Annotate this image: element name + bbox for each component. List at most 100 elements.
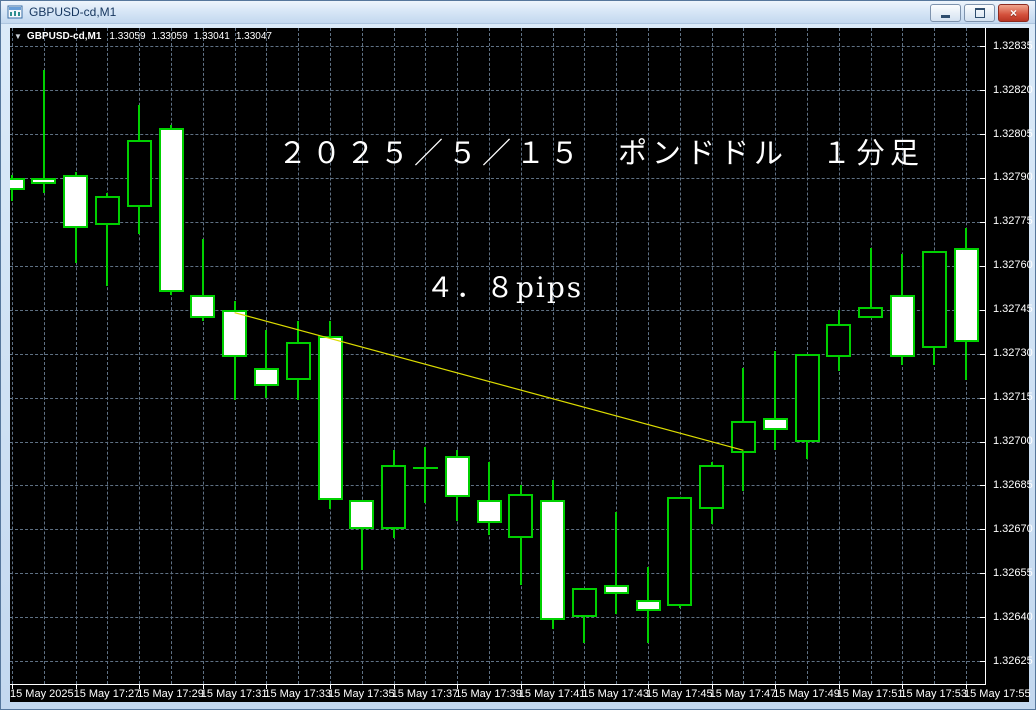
grid-line-h — [10, 46, 985, 48]
price-axis-label: 1.32715 — [993, 391, 1033, 404]
time-axis-tick — [266, 685, 268, 689]
price-axis-label: 1.32625 — [993, 654, 1033, 667]
time-axis-tick — [902, 685, 904, 689]
grid-line-h — [10, 397, 985, 399]
time-axis-label: 15 May 17:31 — [200, 688, 268, 700]
grid-line-h — [10, 573, 985, 575]
grid-line-h — [10, 617, 985, 619]
titlebar[interactable]: GBPUSD-cd,M1 × — [1, 1, 1035, 24]
grid-line-h — [10, 353, 985, 355]
time-axis-label: 15 May 17:27 — [73, 688, 141, 700]
restore-button[interactable] — [964, 4, 995, 22]
time-axis-tick — [457, 685, 459, 689]
price-axis-label: 1.32745 — [993, 303, 1033, 316]
price-axis-label: 1.32775 — [993, 215, 1033, 228]
time-axis-tick — [75, 685, 77, 689]
date-text-annotation[interactable]: ２０２５／５／１５ ポンドドル １分足 — [278, 136, 925, 170]
price-axis-label: 1.32820 — [993, 83, 1033, 96]
close-button[interactable]: × — [998, 4, 1029, 22]
restore-icon — [974, 8, 985, 18]
price-axis-label: 1.32700 — [993, 435, 1033, 447]
grid-line-h — [10, 90, 985, 92]
candle-wick — [774, 350, 777, 451]
price-axis-label: 1.32640 — [993, 610, 1033, 623]
chart-window-icon[interactable] — [7, 4, 23, 20]
candle-body — [158, 128, 184, 293]
candle-body — [603, 585, 629, 594]
time-axis-tick — [838, 685, 840, 689]
price-axis-label: 1.32835 — [993, 39, 1033, 52]
time-axis-tick — [584, 685, 586, 689]
candle-body — [317, 336, 343, 501]
minimize-icon — [941, 15, 950, 18]
candle-body — [253, 368, 279, 386]
candle-body — [94, 195, 120, 225]
candle-body — [349, 500, 375, 530]
time-axis-label: 15 May 17:43 — [582, 688, 650, 700]
minimize-button[interactable] — [930, 4, 961, 22]
price-axis-tick — [980, 309, 985, 311]
price-axis-tick — [980, 617, 985, 619]
candlestick-plot[interactable]: ▼ GBPUSD-cd,M1 1.33059 1.33059 1.33041 1.3304… — [10, 28, 985, 684]
price-axis-label: 1.32730 — [993, 347, 1033, 360]
grid-line-v — [616, 28, 618, 684]
candle-body — [921, 251, 947, 348]
price-axis-tick — [980, 353, 985, 355]
time-axis-tick — [12, 685, 13, 689]
ohlc-close: 1.33047 — [235, 31, 272, 42]
price-axis-tick — [980, 90, 985, 92]
grid-line-v — [584, 28, 586, 684]
price-axis-label: 1.32685 — [993, 478, 1033, 491]
grid-line-v — [648, 28, 649, 684]
ohlc-symbol: GBPUSD-cd,M1 — [26, 31, 102, 42]
grid-line-v — [12, 28, 13, 684]
grid-line-h — [10, 265, 985, 267]
time-axis-label: 15 May 17:53 — [900, 688, 968, 700]
ohlc-open: 1.33059 — [109, 31, 146, 42]
time-axis-label: 15 May 17:37 — [391, 688, 459, 700]
grid-line-v — [171, 28, 172, 684]
time-axis-label: 15 May 17:35 — [328, 688, 395, 700]
pips-text-annotation[interactable]: ４．８pips — [426, 271, 584, 304]
price-axis-tick — [980, 485, 985, 487]
grid-line-h — [10, 309, 985, 311]
price-axis[interactable]: 1.32835 1.32820 1.32805 1.32790 1.32775 1.327… — [980, 28, 1033, 684]
candle-doji-bar — [412, 466, 438, 469]
candle-body — [31, 177, 57, 184]
grid-line-h — [10, 177, 985, 179]
candle-body — [508, 494, 534, 539]
price-axis-tick — [980, 397, 985, 399]
candle-wick — [42, 69, 45, 193]
symbol-dropdown-icon[interactable]: ▼ — [14, 32, 22, 41]
candle-body — [826, 324, 852, 357]
grid-line-v — [139, 28, 141, 684]
grid-line-v — [743, 28, 745, 684]
grid-line-v — [870, 28, 872, 684]
ohlc-low: 1.33041 — [193, 31, 230, 42]
candle-body — [190, 295, 216, 319]
grid-line-h — [10, 221, 985, 223]
candle-wick — [265, 330, 268, 398]
time-axis[interactable]: 15 May 2025 15 May 17:27 15 May 17:29 15 Ma… — [10, 685, 1031, 702]
grid-line-v — [107, 28, 109, 684]
time-axis-tick — [775, 685, 777, 689]
candle-wick — [360, 500, 363, 571]
candle-body — [10, 177, 25, 190]
trendline[interactable] — [10, 28, 985, 684]
time-axis-label: 15 May 17:55 — [964, 688, 1031, 700]
candle-body — [730, 421, 756, 454]
price-axis-tick — [980, 661, 985, 663]
grid-line-v — [425, 28, 427, 684]
candle-body — [222, 309, 248, 357]
candle-body — [699, 464, 725, 509]
price-axis-tick — [980, 529, 985, 531]
time-axis-label: 15 May 17:47 — [709, 688, 777, 700]
price-axis-tick — [980, 177, 985, 179]
candle-wick — [615, 511, 618, 615]
time-axis-label: 15 May 17:39 — [455, 688, 522, 700]
candle-body — [540, 500, 566, 621]
price-axis-label: 1.32670 — [993, 522, 1033, 535]
close-icon: × — [1009, 6, 1017, 20]
candle-body — [444, 456, 470, 498]
time-axis-label: 15 May 17:33 — [264, 688, 332, 700]
